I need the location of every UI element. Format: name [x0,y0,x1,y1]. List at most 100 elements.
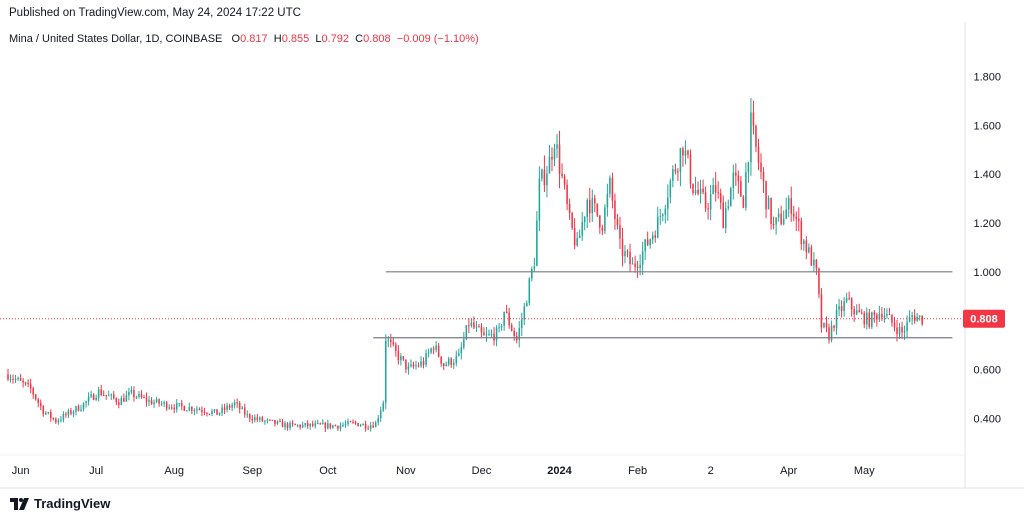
candle-body [717,192,719,194]
candle-body [551,156,553,160]
y-tick-label: 0.400 [973,413,1001,425]
last-price-badge [963,309,1005,328]
tradingview-brand[interactable]: TradingView [10,496,110,511]
candle-body [853,309,855,315]
candle-body [110,394,113,396]
candle-body [601,227,604,231]
candle-body [886,314,888,316]
change-value: −0.009 (−1.10%) [396,33,479,45]
candle-body [883,315,886,318]
candle-body [876,314,878,320]
candle-body [594,198,596,204]
candle-body [871,312,873,328]
candle-body [241,407,243,410]
candle-body [581,222,583,236]
candle-body [850,298,853,310]
candle-body [311,423,314,426]
candle-body [878,314,881,320]
candle-body [588,199,591,214]
candle-body [359,425,362,427]
candle-body [810,247,813,266]
candle-body [231,405,233,408]
candle-body [92,394,95,400]
candle-body [218,412,221,415]
candle-body [420,361,422,366]
candle-body [639,264,641,268]
candle-body [616,218,619,226]
candle-body [52,417,55,419]
candle-body [57,420,60,423]
candle-body [105,395,107,397]
candle-body [228,405,231,408]
candle-body [65,413,67,415]
open-label: O [231,33,241,45]
candle-body [714,185,717,193]
candle-body [750,112,752,163]
candle-body [407,366,410,370]
candle-body [513,330,515,337]
candle-body [367,428,369,430]
candle-body [458,353,460,356]
candle-body [561,173,563,177]
candle-body [752,112,755,126]
candle-body [591,198,594,214]
candle-body [100,389,102,395]
high-value: 0.855 [281,33,310,45]
candle-body [563,176,566,185]
candle-body [362,423,364,426]
candle-body [233,402,236,406]
candle-body [498,327,500,329]
candle-body [384,340,387,403]
candle-body [480,327,483,333]
candle-body [238,403,241,410]
candle-body [800,220,803,245]
candle-body [37,399,40,403]
candle-body [44,412,47,415]
candle-body [301,424,304,428]
candle-body [614,200,616,219]
candle-body [838,306,840,310]
candle-body [777,213,780,218]
candle-body [818,268,820,295]
candle-body [256,417,259,420]
candle-body [538,178,541,221]
candle-body [133,390,135,398]
candle-body [261,417,264,422]
candle-body [755,125,757,147]
candle-body [143,397,145,399]
candle-body [860,312,863,314]
candle-body [191,406,193,411]
candle-body [634,263,636,267]
candle-body [14,378,17,380]
candle-body [803,240,805,245]
candle-body [342,424,344,426]
open-value: 0.817 [240,33,268,45]
candle-body [198,409,201,411]
candle-body [450,358,453,366]
candle-body [95,397,97,400]
candle-body [772,224,775,226]
candle-body [47,412,50,414]
candle-body [193,410,196,412]
y-tick-label: 1.600 [973,120,1001,132]
candle-body [120,398,123,405]
candle-body [651,235,654,240]
candle-body [606,193,609,208]
candle-body [289,422,291,429]
candle-body [490,333,493,335]
candle-body [203,411,206,413]
candle-body [556,144,558,149]
candle-body [422,361,425,365]
candle-body [730,188,732,207]
candle-body [901,326,903,333]
candle-body [911,315,913,318]
candle-body [573,227,576,246]
candle-body [186,410,188,412]
candle-body [576,238,578,246]
candle-body [654,235,657,238]
candle-body [402,356,405,360]
candle-body [825,322,828,328]
candle-body [646,239,649,246]
candle-body [32,388,34,395]
